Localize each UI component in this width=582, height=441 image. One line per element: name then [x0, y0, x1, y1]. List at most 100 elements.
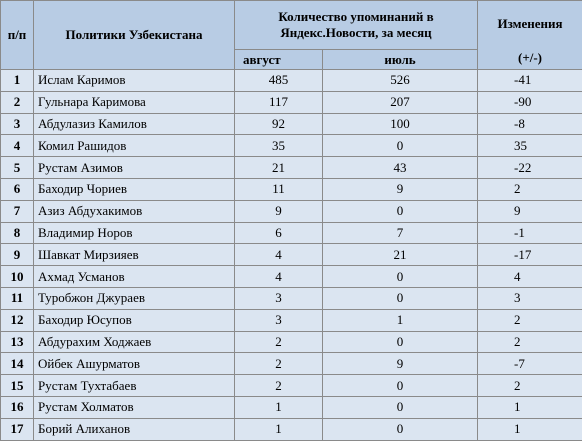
politician-name: Баходир Юсупов	[34, 309, 235, 331]
politician-name: Шавкат Мирзияев	[34, 244, 235, 266]
august-mentions: 485	[235, 70, 323, 92]
row-number: 6	[1, 178, 34, 200]
change-value: 35	[478, 135, 582, 157]
july-mentions: 0	[323, 287, 478, 309]
row-number: 4	[1, 135, 34, 157]
politician-name: Борий Алиханов	[34, 418, 235, 440]
august-mentions: 1	[235, 396, 323, 418]
politician-name: Рустам Тухтабаев	[34, 375, 235, 397]
july-mentions: 43	[323, 157, 478, 179]
change-value: 9	[478, 200, 582, 222]
header-july: июль	[323, 50, 478, 70]
change-value: -8	[478, 113, 582, 135]
change-value: 2	[478, 178, 582, 200]
august-mentions: 4	[235, 244, 323, 266]
change-value: 2	[478, 331, 582, 353]
change-value: 1	[478, 396, 582, 418]
row-number: 14	[1, 353, 34, 375]
july-mentions: 9	[323, 178, 478, 200]
row-number: 3	[1, 113, 34, 135]
row-number: 10	[1, 266, 34, 288]
change-value: -7	[478, 353, 582, 375]
politician-name: Абдурахим Ходжаев	[34, 331, 235, 353]
august-mentions: 35	[235, 135, 323, 157]
header-august: август	[235, 50, 323, 70]
august-mentions: 6	[235, 222, 323, 244]
august-mentions: 117	[235, 91, 323, 113]
july-mentions: 0	[323, 331, 478, 353]
august-mentions: 3	[235, 287, 323, 309]
header-changes-unit: (+/-)	[518, 50, 542, 65]
august-mentions: 4	[235, 266, 323, 288]
politician-name: Ахмад Усманов	[34, 266, 235, 288]
politician-name: Рустам Азимов	[34, 157, 235, 179]
row-number: 17	[1, 418, 34, 440]
politician-name: Гульнара Каримова	[34, 91, 235, 113]
politician-name: Владимир Норов	[34, 222, 235, 244]
row-number: 8	[1, 222, 34, 244]
politician-name: Туробжон Джураев	[34, 287, 235, 309]
row-number: 16	[1, 396, 34, 418]
july-mentions: 0	[323, 418, 478, 440]
july-mentions: 21	[323, 244, 478, 266]
header-changes-title: Изменения	[497, 16, 562, 31]
august-mentions: 2	[235, 375, 323, 397]
july-mentions: 0	[323, 266, 478, 288]
change-value: -22	[478, 157, 582, 179]
august-mentions: 2	[235, 331, 323, 353]
change-value: -1	[478, 222, 582, 244]
header-politicians: Политики Узбекистана	[34, 1, 235, 70]
august-mentions: 3	[235, 309, 323, 331]
politician-name: Ислам Каримов	[34, 70, 235, 92]
row-number: 11	[1, 287, 34, 309]
row-number: 13	[1, 331, 34, 353]
politician-name: Баходир Чориев	[34, 178, 235, 200]
august-mentions: 1	[235, 418, 323, 440]
august-mentions: 2	[235, 353, 323, 375]
row-number: 2	[1, 91, 34, 113]
july-mentions: 0	[323, 200, 478, 222]
july-mentions: 100	[323, 113, 478, 135]
politician-name: Ойбек Ашурматов	[34, 353, 235, 375]
change-value: 3	[478, 287, 582, 309]
change-value: -17	[478, 244, 582, 266]
august-mentions: 9	[235, 200, 323, 222]
change-value: 4	[478, 266, 582, 288]
row-number: 7	[1, 200, 34, 222]
change-value: -41	[478, 70, 582, 92]
politician-name: Азиз Абдухакимов	[34, 200, 235, 222]
row-number: 1	[1, 70, 34, 92]
july-mentions: 207	[323, 91, 478, 113]
row-number: 15	[1, 375, 34, 397]
politician-name: Абдулазиз Камилов	[34, 113, 235, 135]
change-value: -90	[478, 91, 582, 113]
august-mentions: 92	[235, 113, 323, 135]
politician-name: Рустам Холматов	[34, 396, 235, 418]
header-mentions: Количество упоминаний в Яндекс.Новости, …	[235, 1, 478, 50]
august-mentions: 11	[235, 178, 323, 200]
july-mentions: 0	[323, 135, 478, 157]
table-header: п/п Политики Узбекистана Количество упом…	[1, 1, 582, 70]
change-value: 1	[478, 418, 582, 440]
july-mentions: 0	[323, 375, 478, 397]
politician-name: Комил Рашидов	[34, 135, 235, 157]
august-mentions: 21	[235, 157, 323, 179]
change-value: 2	[478, 309, 582, 331]
